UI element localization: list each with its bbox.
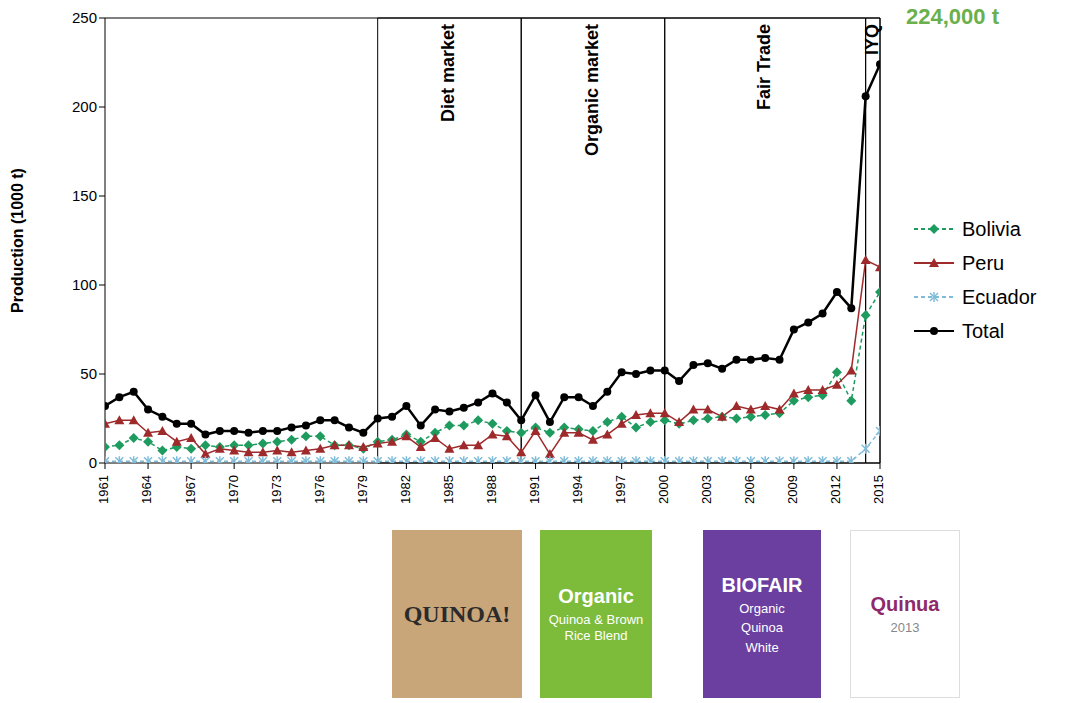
html-text:Quinoa: Quinoa [741, 620, 783, 636]
svg-text:Production (1000 t): Production (1000 t) [9, 168, 26, 313]
html-text:2013: 2013 [890, 620, 920, 636]
svg-text:Fair Trade: Fair Trade [754, 24, 774, 110]
svg-text:2003: 2003 [699, 475, 714, 504]
svg-text:1979: 1979 [355, 475, 370, 504]
svg-text:200: 200 [72, 98, 97, 115]
html-text:Total: Total [962, 319, 1005, 342]
html-text:White: White [745, 639, 779, 655]
html-text:QUINOA!: QUINOA! [403, 600, 511, 627]
svg-text:2000: 2000 [656, 475, 671, 504]
svg-text:250: 250 [72, 9, 97, 26]
svg-text:2012: 2012 [828, 475, 843, 504]
svg-text:1973: 1973 [269, 475, 284, 504]
html-text:Quinoa & Brown Rice Blend: Quinoa & Brown Rice Blend [548, 612, 644, 643]
svg-text:IYQ: IYQ [862, 24, 882, 55]
html-text:Organic: Organic [739, 600, 785, 616]
svg-text:0: 0 [89, 454, 97, 471]
html-text:Organic: Organic [558, 585, 634, 608]
svg-text:Diet market: Diet market [438, 24, 458, 122]
svg-text:Organic market: Organic market [582, 24, 602, 156]
html-text:BIOFAIR: BIOFAIR [721, 573, 803, 596]
svg-text:1991: 1991 [527, 475, 542, 504]
html-text:Bolivia: Bolivia [962, 217, 1021, 240]
svg-text:150: 150 [72, 187, 97, 204]
svg-text:1967: 1967 [183, 475, 198, 504]
svg-text:2015: 2015 [871, 475, 886, 504]
html-text:Ecuador: Ecuador [962, 285, 1037, 308]
svg-text:1970: 1970 [226, 475, 241, 504]
svg-text:1976: 1976 [312, 475, 327, 504]
html-text:224,000 t: 224,000 t [906, 4, 999, 29]
svg-text:100: 100 [72, 276, 97, 293]
svg-text:2009: 2009 [785, 475, 800, 504]
svg-text:1988: 1988 [484, 475, 499, 504]
svg-text:2006: 2006 [742, 475, 757, 504]
svg-text:1985: 1985 [441, 475, 456, 504]
svg-text:1964: 1964 [139, 475, 154, 504]
svg-text:1994: 1994 [570, 475, 585, 504]
svg-text:50: 50 [80, 365, 97, 382]
svg-text:1961: 1961 [96, 475, 111, 504]
svg-text:1982: 1982 [398, 475, 413, 504]
html-text:Quinua: Quinua [870, 593, 940, 616]
svg-text:1997: 1997 [613, 475, 628, 504]
html-text:Peru: Peru [962, 251, 1005, 274]
